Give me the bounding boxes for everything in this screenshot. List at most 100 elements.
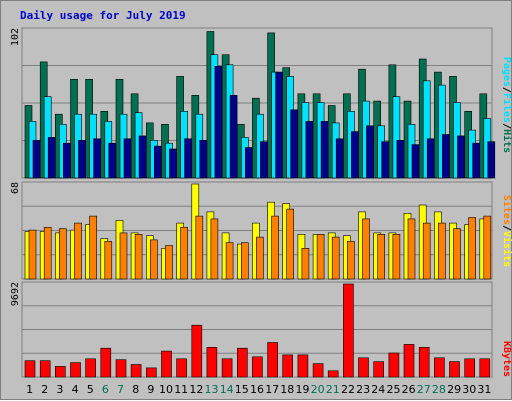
legend-sites-visits: Sites/Visits [501, 195, 512, 267]
bar-pages-26 [411, 144, 420, 179]
legend-separator: / [501, 225, 512, 231]
bar-sites-14 [225, 242, 234, 280]
x-tick-label-27: 27 [417, 383, 431, 396]
x-tick-label-13: 13 [205, 383, 219, 396]
bar-files-25 [392, 96, 401, 179]
x-tick-label-15: 15 [235, 383, 249, 396]
bar-sites-15 [241, 242, 249, 280]
x-tick-label-5: 5 [87, 383, 94, 396]
bar-sites-23 [362, 218, 370, 280]
x-tick-label-26: 26 [402, 383, 416, 396]
bar-kbytes-9 [146, 367, 157, 378]
bar-kbytes-8 [130, 364, 142, 378]
bar-kbytes-21 [327, 370, 339, 378]
x-tick-label-24: 24 [371, 383, 385, 396]
bar-sites-3 [58, 228, 67, 280]
bar-kbytes-22 [343, 283, 354, 378]
x-tick-label-12: 12 [189, 383, 203, 396]
bar-pages-24 [381, 141, 390, 179]
bar-pages-15 [245, 147, 253, 179]
x-tick-label-4: 4 [72, 383, 79, 396]
bar-pages-9 [154, 145, 162, 179]
bar-pages-7 [123, 138, 132, 179]
bar-kbytes-17 [267, 342, 278, 378]
bar-sites-8 [134, 234, 143, 280]
x-tick-label-21: 21 [326, 383, 340, 396]
bar-pages-4 [78, 140, 86, 179]
x-tick-label-10: 10 [159, 383, 173, 396]
x-tick-label-1: 1 [26, 383, 33, 396]
legend-pages: Pages [501, 57, 512, 87]
bar-pages-21 [335, 138, 344, 179]
bar-pages-27 [426, 138, 435, 179]
bar-pages-30 [472, 142, 481, 179]
bar-pages-8 [138, 135, 147, 179]
y-max-label-visits_sites: 68 [10, 182, 21, 194]
x-tick-label-19: 19 [296, 383, 310, 396]
bar-pages-12 [199, 140, 208, 179]
bar-pages-31 [487, 141, 496, 179]
y-max-label-kbytes: 9692 [10, 282, 21, 306]
bar-files-28 [438, 84, 446, 179]
bar-kbytes-20 [312, 363, 324, 378]
bar-sites-9 [150, 239, 158, 280]
bar-kbytes-28 [434, 357, 445, 378]
y-max-label-hits_files_pages: 102 [10, 28, 21, 46]
x-tick-label-14: 14 [220, 383, 234, 396]
chart-title: Daily usage for July 2019 [20, 9, 186, 22]
bar-sites-19 [301, 248, 310, 280]
bar-kbytes-29 [449, 361, 460, 378]
bar-pages-19 [305, 121, 314, 179]
x-tick-label-2: 2 [41, 383, 48, 396]
x-tick-label-20: 20 [311, 383, 325, 396]
bar-sites-7 [119, 232, 128, 280]
x-tick-label-3: 3 [56, 383, 63, 396]
bar-pages-3 [62, 142, 71, 179]
bar-kbytes-14 [221, 358, 233, 378]
x-tick-label-11: 11 [174, 383, 188, 396]
bar-kbytes-6 [100, 347, 112, 378]
bar-pages-17 [275, 71, 283, 179]
bar-pages-25 [396, 140, 405, 179]
bar-kbytes-16 [252, 356, 263, 378]
x-tick-label-18: 18 [280, 383, 294, 396]
bar-kbytes-11 [176, 358, 187, 378]
bar-sites-31 [483, 215, 492, 280]
bar-kbytes-12 [191, 324, 203, 378]
bar-sites-17 [271, 215, 279, 280]
bar-sites-29 [453, 228, 461, 280]
x-tick-label-9: 9 [147, 383, 154, 396]
x-tick-label-8: 8 [132, 383, 139, 396]
bar-kbytes-19 [297, 354, 309, 378]
bar-pages-23 [366, 125, 374, 179]
x-tick-label-23: 23 [356, 383, 370, 396]
bar-pages-14 [229, 95, 238, 179]
bar-sites-28 [438, 222, 446, 280]
legend-hits-files-pages: Pages/Files/Hits [501, 57, 512, 153]
bar-sites-26 [407, 218, 416, 280]
bar-sites-11 [180, 227, 188, 280]
bar-sites-4 [74, 222, 82, 280]
bar-sites-12 [195, 215, 204, 280]
x-tick-label-16: 16 [250, 383, 264, 396]
scales: 102 68 9692 [10, 28, 21, 306]
bar-kbytes-13 [206, 346, 218, 378]
bar-kbytes-1 [24, 360, 36, 378]
bar-pages-11 [184, 138, 192, 179]
bar-kbytes-5 [85, 358, 96, 378]
bar-kbytes-26 [403, 344, 415, 378]
legend-separator: / [501, 123, 512, 129]
bar-sites-27 [422, 222, 431, 280]
x-tick-label-31: 31 [477, 383, 491, 396]
legend-sites: Sites [501, 195, 512, 225]
bar-sites-1 [28, 229, 37, 280]
legend-separator: / [501, 87, 512, 93]
bar-sites-2 [43, 227, 52, 280]
bar-sites-5 [89, 215, 97, 280]
bar-sites-30 [468, 217, 477, 280]
bar-pages-28 [442, 134, 450, 179]
bar-kbytes-7 [115, 359, 127, 378]
bar-kbytes-27 [418, 346, 430, 378]
